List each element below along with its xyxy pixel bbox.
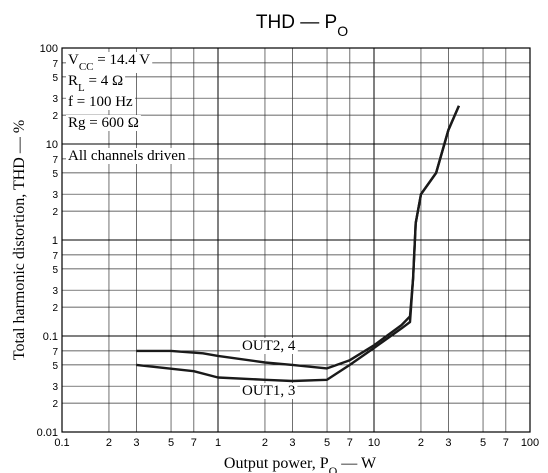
label-background	[66, 52, 153, 73]
x-tick-label: 100	[521, 437, 539, 449]
condition-text: All channels driven	[68, 148, 186, 164]
y-tick-label: 5	[52, 361, 58, 372]
x-axis-label-part: O	[329, 464, 338, 473]
y-tick-label: 100	[40, 43, 58, 55]
series-label: OUT1, 3	[242, 383, 295, 399]
condition-text: f = 100 Hz	[68, 94, 133, 110]
x-tick-label: 0.1	[54, 437, 69, 449]
condition-text-part: CC	[79, 61, 94, 73]
label-background	[66, 94, 136, 110]
label-background	[66, 148, 188, 164]
y-axis-label-part: Total harmonic distortion, THD — %	[11, 120, 28, 360]
x-axis-label-part: Output power, P	[224, 455, 329, 472]
y-tick-label: 5	[52, 169, 58, 180]
x-tick-label: 2	[418, 437, 424, 449]
chart-title-part: THD — P	[256, 12, 337, 33]
x-tick-label: 7	[347, 437, 353, 449]
x-tick-label: 5	[324, 437, 330, 449]
x-axis-label: Output power, PO — W	[224, 455, 377, 473]
condition-text-part: = 4 Ω	[85, 73, 123, 89]
x-axis-label-part: — W	[337, 455, 377, 472]
y-tick-label: 2	[52, 303, 58, 314]
label-background	[66, 73, 126, 94]
x-tick-label: 2	[106, 437, 112, 449]
y-tick-label: 3	[52, 190, 58, 201]
x-tick-label: 5	[168, 437, 174, 449]
condition-text-part: f = 100 Hz	[68, 94, 133, 110]
label-background	[240, 338, 298, 354]
condition-text-part: R	[68, 73, 78, 89]
label-background	[66, 115, 141, 131]
y-tick-label: 0.01	[37, 427, 58, 439]
y-tick-label: 7	[52, 59, 58, 70]
y-tick-label: 7	[52, 347, 58, 358]
condition-text: VCC = 14.4 V	[68, 52, 150, 73]
y-tick-label: 3	[52, 94, 58, 105]
condition-text-part: Rg = 600 Ω	[68, 115, 139, 131]
y-tick-label: 3	[52, 382, 58, 393]
y-tick-label: 2	[52, 399, 58, 410]
y-tick-label: 7	[52, 155, 58, 166]
line-series	[136, 105, 461, 370]
x-tick-label: 3	[289, 437, 295, 449]
y-tick-label: 7	[52, 251, 58, 262]
x-tick-label: 10	[368, 437, 380, 449]
x-tick-label: 1	[215, 437, 221, 449]
series-label: OUT2, 4	[242, 338, 296, 354]
y-tick-label: 5	[52, 73, 58, 84]
y-tick-label: 2	[52, 207, 58, 218]
x-tick-label: 5	[480, 437, 486, 449]
condition-text-part: = 14.4 V	[94, 52, 151, 68]
condition-text-part: All channels driven	[68, 148, 186, 164]
y-tick-label: 5	[52, 265, 58, 276]
y-tick-label: 1	[52, 235, 58, 247]
x-tick-label: 2	[262, 437, 268, 449]
condition-text-part: L	[78, 82, 85, 94]
y-tick-label: 0.1	[43, 331, 58, 343]
condition-text: Rg = 600 Ω	[68, 115, 139, 131]
condition-text-part: V	[68, 52, 79, 68]
y-tick-label: 3	[52, 286, 58, 297]
chart-title-part: O	[337, 23, 348, 39]
chart-title: THD — PO	[256, 12, 348, 39]
x-tick-label: 7	[191, 437, 197, 449]
line-series	[136, 105, 461, 383]
plot-frame	[61, 47, 531, 433]
y-tick-label: 2	[52, 111, 58, 122]
y-axis-label: Total harmonic distortion, THD — %	[11, 120, 28, 360]
x-tick-label: 3	[445, 437, 451, 449]
x-tick-label: 7	[503, 437, 509, 449]
condition-text: RL = 4 Ω	[68, 73, 123, 94]
y-tick-label: 10	[46, 139, 58, 151]
x-tick-label: 3	[133, 437, 139, 449]
label-background	[240, 383, 298, 399]
